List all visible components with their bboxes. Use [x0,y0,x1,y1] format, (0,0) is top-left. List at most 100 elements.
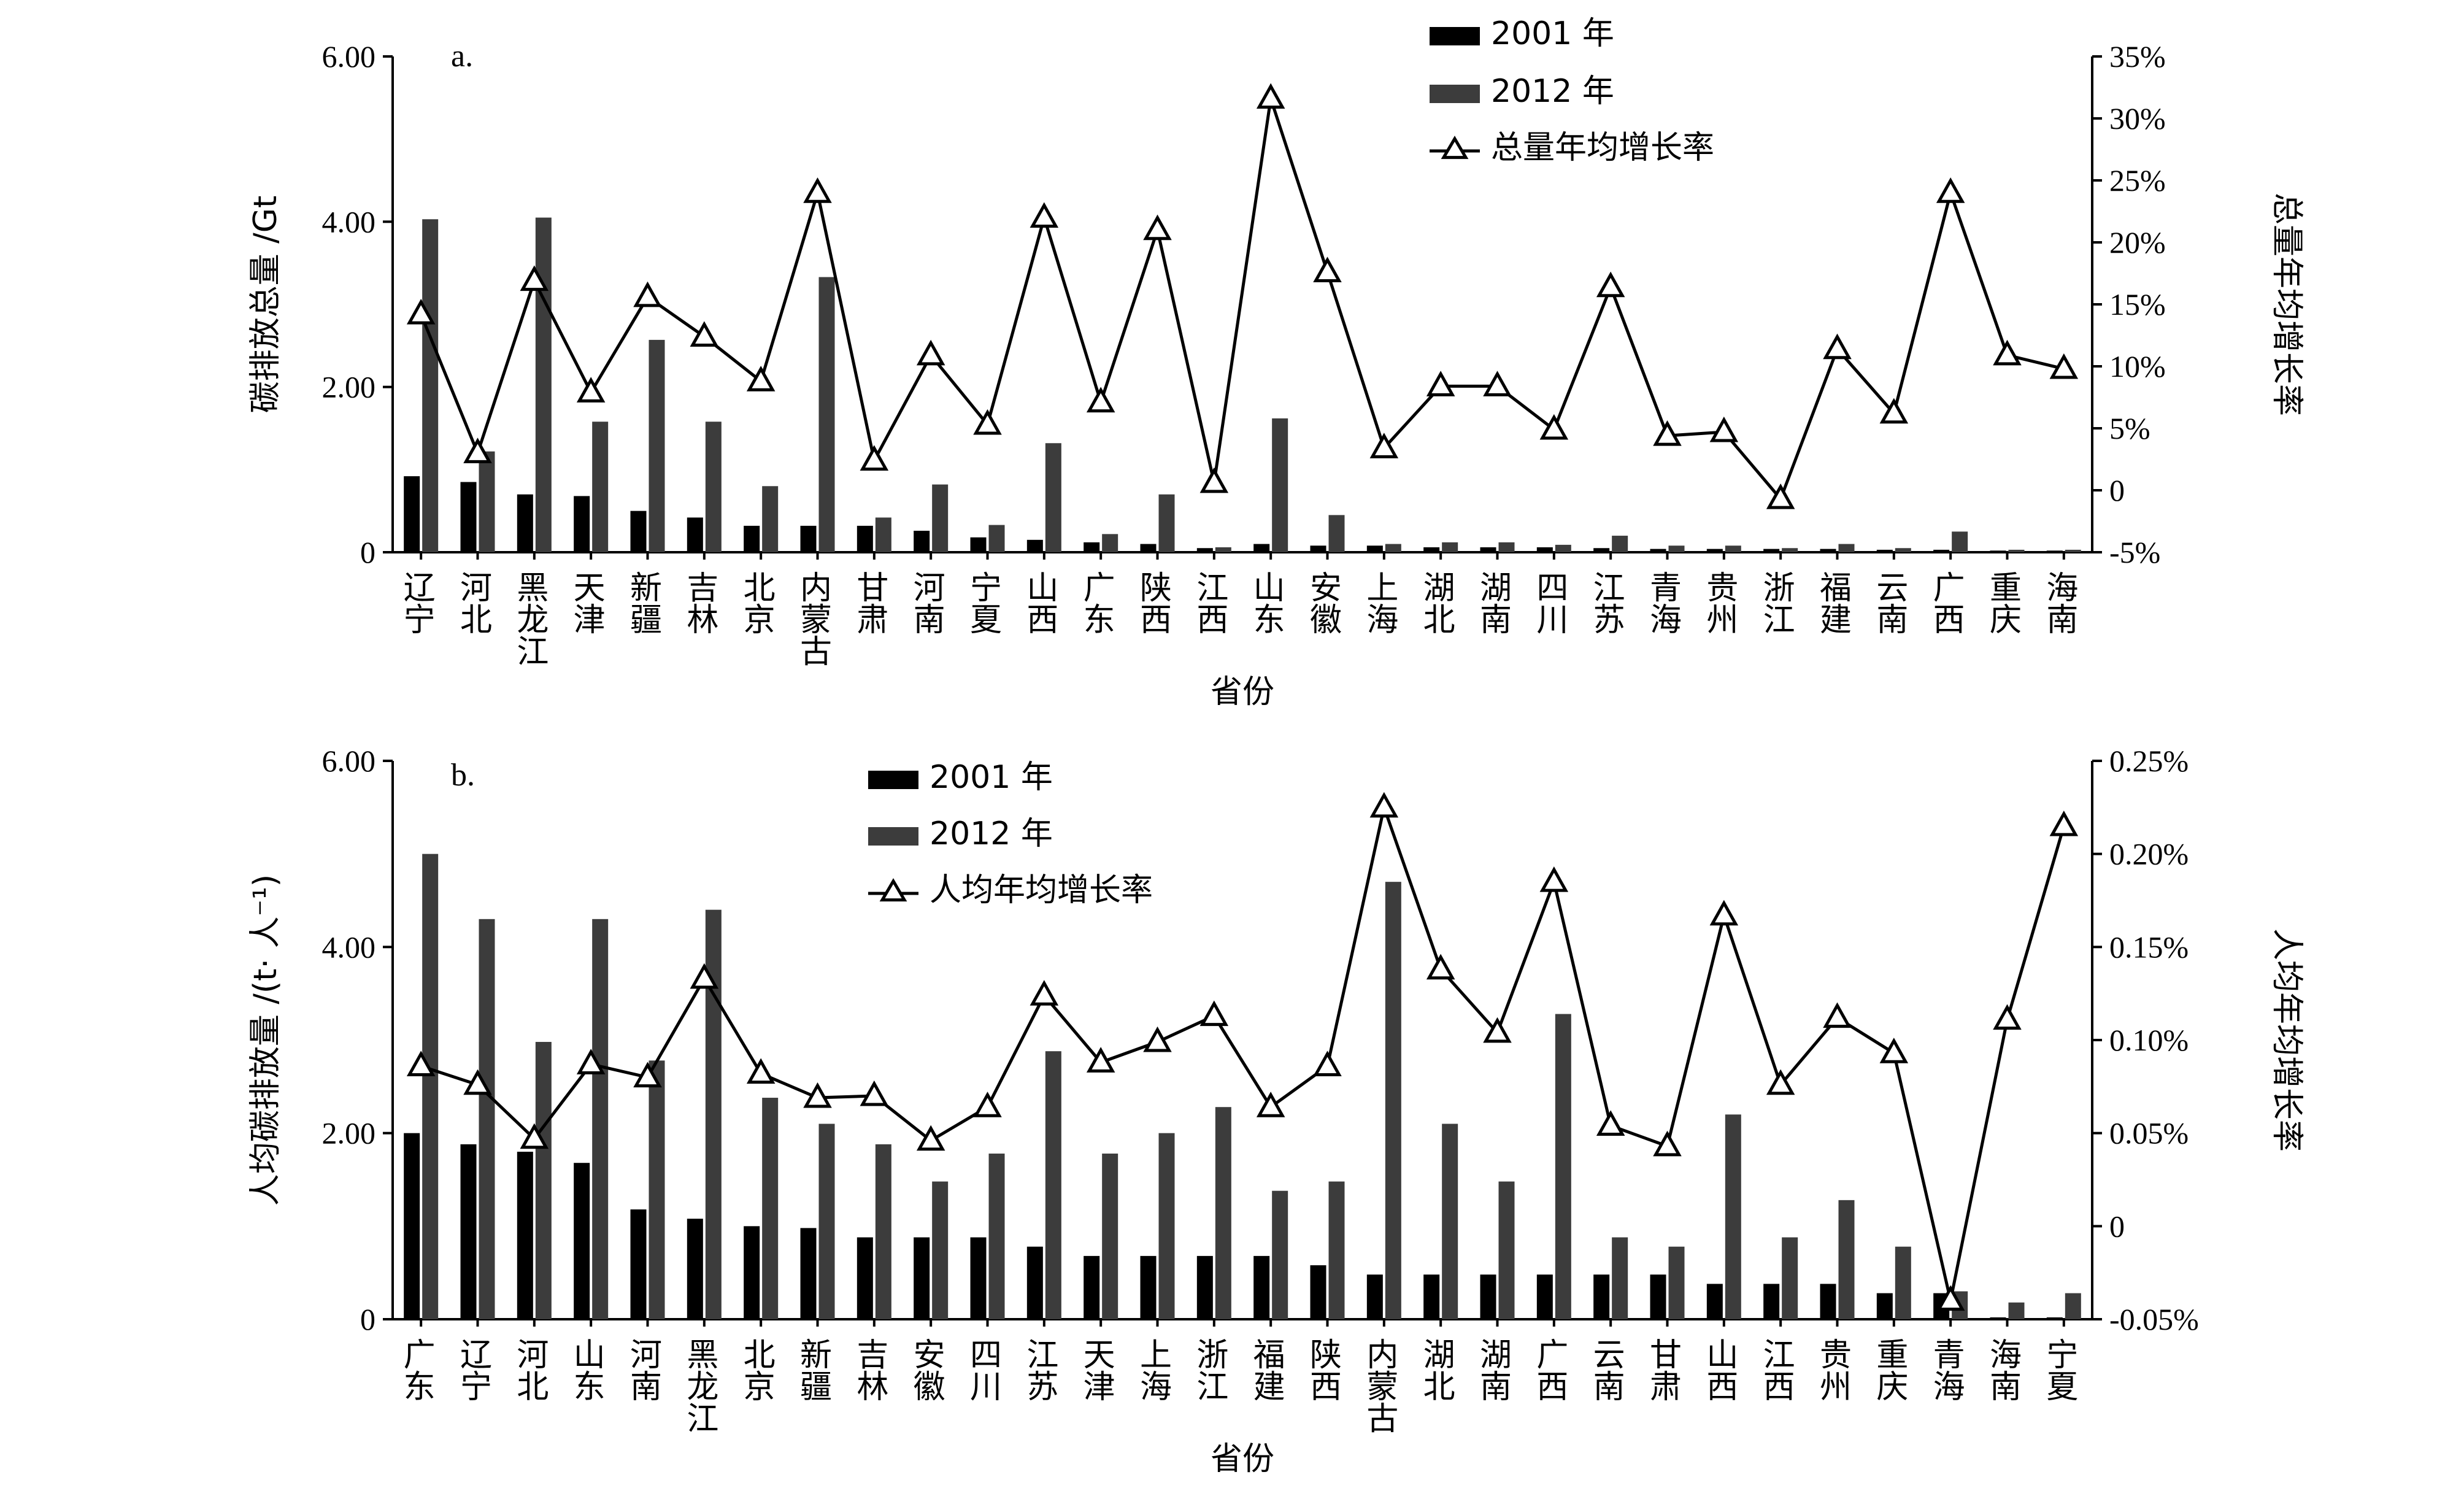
x-axis-title: 省份 [1211,674,1274,711]
growth-rate-marker [463,1069,492,1095]
growth-rate-marker [1313,256,1342,282]
bar-2001 [1536,547,1553,552]
bar-2001 [1026,1246,1043,1319]
bar-2012 [1328,1181,1345,1319]
right-y-tick-label: 20% [2109,225,2166,260]
growth-rate-marker [1199,1000,1229,1027]
bar-2001 [1820,549,1836,552]
growth-rate-marker [1369,792,1399,818]
growth-rate-marker [1936,1285,1965,1311]
category-label: 海南 [2041,571,2077,634]
growth-rate-marker [1823,333,1852,360]
bar-2012 [1498,1181,1515,1319]
category-label: 河北 [511,1338,548,1401]
bar-2012 [1442,1124,1458,1319]
growth-rate-marker [1256,83,1285,109]
right-y-tick-label: 0.15% [2109,930,2189,964]
growth-rate-marker [1143,1026,1172,1052]
bar-2001 [744,525,760,552]
bar-2012 [1612,536,1628,552]
category-label: 天津 [568,571,604,634]
bar-2001 [1140,1255,1157,1319]
bar-2001 [1536,1274,1553,1319]
bar-2012 [649,339,665,552]
bar-2001 [517,1152,533,1319]
bar-2001 [744,1226,760,1319]
bar-2012 [592,422,609,552]
category-label: 辽宁 [398,571,434,634]
growth-rate-marker [973,1092,1002,1117]
growth-rate-marker [1823,1002,1852,1028]
bar-2001 [1933,549,1950,552]
bar-2001 [460,482,477,552]
growth-rate-marker [803,177,832,203]
growth-rate-marker [1426,954,1455,980]
category-label: 云南 [1871,571,1908,634]
bar-2012 [705,422,722,552]
right-y-tick-label: 10% [2109,349,2166,383]
growth-rate-marker [1709,416,1739,442]
bar-2001 [1706,1284,1723,1319]
category-label: 安徽 [907,1338,944,1401]
category-label: 江苏 [1021,1338,1058,1401]
bar-2001 [404,1133,420,1319]
bar-2001 [1763,549,1780,552]
category-label: 湖北 [1417,571,1454,634]
category-label: 浙江 [1757,571,1794,634]
right-y-tick-label: 0.20% [2109,837,2189,871]
category-label: 福建 [1814,571,1852,634]
bar-2001 [1253,1255,1270,1319]
right-y-tick-label: -5% [2109,535,2160,569]
bar-2001 [1480,1274,1496,1319]
growth-rate-marker [1483,371,1512,396]
bar-2012 [479,451,495,552]
bar-2012 [422,854,439,1319]
category-label: 安徽 [1304,571,1341,634]
category-label: 福建 [1247,1338,1285,1401]
category-label: 湖南 [1474,1338,1511,1401]
right-y-tick-label: 5% [2109,411,2150,445]
bar-2012 [1555,544,1571,552]
bar-2012 [762,486,779,552]
category-label: 广西 [1927,571,1964,634]
category-label: 陕西 [1134,571,1171,634]
right-y-tick-label: 0 [2109,473,2125,507]
bar-2012 [1272,1190,1288,1319]
category-label: 青海 [1927,1338,1964,1401]
bar-2001 [630,511,647,552]
growth-rate-marker [1030,202,1059,228]
growth-rate-marker [1936,177,1965,203]
category-label: 广东 [1077,571,1114,634]
left-y-tick-label: 6.00 [322,39,376,74]
category-label: 重庆 [1984,571,2021,634]
bar-2012 [818,277,835,552]
growth-rate-marker [1143,214,1172,241]
left-y-tick-label: 6.00 [322,744,376,778]
right-y-tick-label: 0.25% [2109,744,2189,778]
bar-2001 [1196,1255,1213,1319]
bar-2012 [932,484,949,552]
bar-2001 [630,1209,647,1319]
chart-panel-b: 0 2.00 4.00 6.00 -0.05% 0 0.05% 0.10% 0.15% 0.20%… [247,744,2305,1478]
growth-rate-marker [916,1125,945,1151]
legend-swatch-2001 [868,771,918,789]
panel-label: a. [451,39,473,74]
bar-2012 [2065,1293,2081,1319]
bar-2012 [1045,1051,1061,1319]
bar-2001 [800,1228,817,1319]
bar-2001 [1706,549,1723,552]
bar-2001 [1140,544,1157,552]
bar-2012 [1215,547,1231,552]
bar-2012 [1158,1133,1175,1319]
bar-2001 [970,1237,987,1319]
right-y-tick-label: 15% [2109,287,2166,322]
bar-2012 [1782,548,1798,552]
bar-2001 [1876,1293,1893,1319]
bar-2001 [2046,1317,2063,1319]
right-y-tick-label: 30% [2109,101,2166,136]
growth-rate-marker [1086,387,1115,413]
bar-2001 [1084,542,1100,552]
legend-label-rate: 人均年均增长率 [930,872,1153,909]
bar-2001 [687,1219,703,1319]
